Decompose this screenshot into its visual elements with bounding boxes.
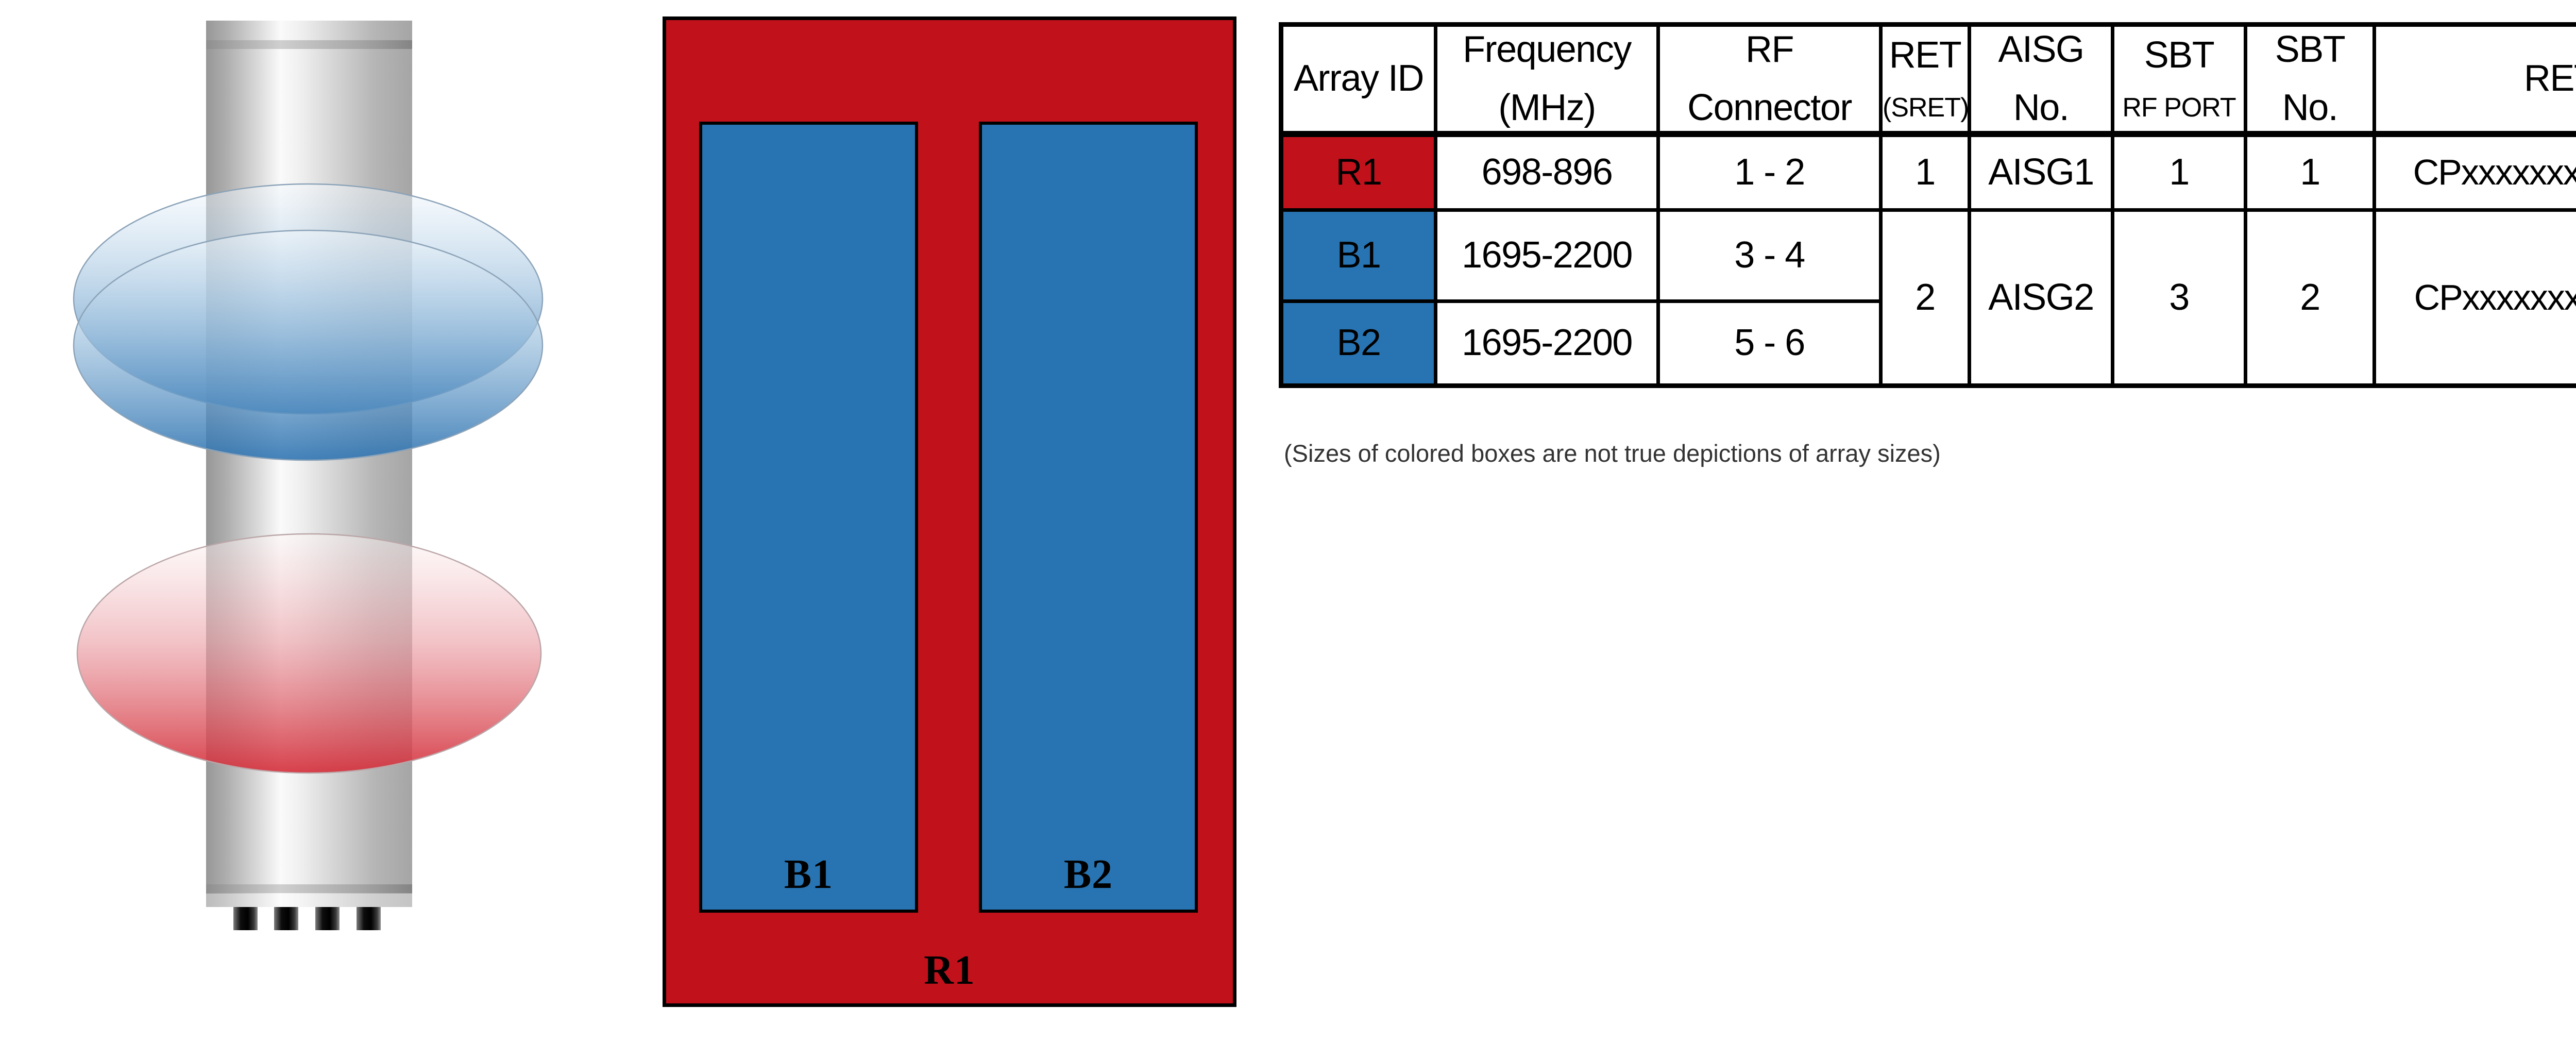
header-sbt-port-line1: SBT: [2144, 34, 2215, 76]
header-aisg-no: AISG No.: [1968, 23, 2114, 137]
array-box-b1: B1: [699, 122, 918, 913]
antenna-connector-pin: [357, 907, 381, 930]
cell-r1-aisg: AISG1: [1968, 132, 2114, 212]
cell-b-merged-aisg: AISG2: [1968, 208, 2114, 388]
cell-b1-connector: 3 - 4: [1656, 208, 1883, 303]
cell-b2-frequency: 1695-2200: [1434, 299, 1660, 388]
header-sbt-no: SBT No.: [2244, 23, 2376, 137]
cell-r1-id: R1: [1279, 132, 1437, 212]
cell-b-merged-sbt-no: 2: [2244, 208, 2376, 388]
table-row-b2: B2 1695-2200 5 - 6: [1279, 299, 2576, 388]
cell-b2-id: B2: [1279, 299, 1437, 388]
cell-r1-connector: 1 - 2: [1656, 132, 1883, 212]
antenna-bottom-cap-highlight: [206, 894, 412, 907]
antenna-connector-pin: [274, 907, 298, 930]
header-ret-uid-label: RET UID: [2523, 58, 2576, 99]
header-rf-line2: Connector: [1687, 87, 1852, 128]
header-ret-uid: RET UID: [2372, 23, 2576, 137]
header-ret-sret: RET (SRET): [1879, 23, 1971, 137]
header-sbt-rf-port: SBT RF PORT: [2111, 23, 2247, 137]
array-box-b1-label: B1: [784, 852, 834, 897]
array-spec-table: Array ID Frequency (MHz) RF Connector RE…: [1279, 22, 2576, 388]
header-array-id: Array ID: [1279, 23, 1437, 137]
cell-r1-sbt-no: 1: [2244, 132, 2376, 212]
cell-r1-sbt-port: 1: [2111, 132, 2247, 212]
array-outline-r1-label: R1: [924, 948, 975, 993]
table-row-b1: B1 1695-2200 3 - 4 2 AISG2 3 2 CPxxxxxxx…: [1279, 208, 2576, 388]
cell-b-merged-ret: 2: [1879, 208, 1971, 388]
array-box-b2-label: B2: [1063, 852, 1113, 897]
array-spec-table-grid: Array ID Frequency (MHz) RF Connector RE…: [1279, 22, 2576, 388]
size-disclaimer-note: (Sizes of colored boxes are not true dep…: [1284, 440, 1941, 467]
header-sbt-no-line2: No.: [2282, 87, 2338, 128]
header-frequency-line1: Frequency: [1463, 28, 1632, 70]
header-aisg-line1: AISG: [1998, 28, 2084, 70]
array-outline-r1: B1 B2 R1: [663, 16, 1236, 1007]
antenna-illustration: [73, 21, 544, 930]
red-beam: [76, 533, 542, 774]
antenna-top-seam: [206, 40, 412, 49]
cell-b-merged-ret-uid: CPxxxxxxxxxxxxxxxxB1: [2372, 208, 2576, 388]
cell-r1-frequency: 698-896: [1434, 132, 1660, 212]
antenna-connector-pin: [315, 907, 340, 930]
antenna-connector-pin: [233, 907, 258, 930]
header-sbt-port-line2: RF PORT: [2122, 92, 2236, 123]
header-rf-connector: RF Connector: [1656, 23, 1883, 137]
array-box-b2: B2: [979, 122, 1198, 913]
header-array-id-label: Array ID: [1293, 58, 1425, 99]
header-sbt-no-line1: SBT: [2275, 28, 2346, 70]
cell-r1-ret: 1: [1879, 132, 1971, 212]
cell-b1-id: B1: [1279, 208, 1437, 303]
header-aisg-line2: No.: [2013, 87, 2070, 128]
antenna-cylinder: [206, 21, 412, 907]
cell-b-merged-sbt-port: 3: [2111, 208, 2247, 388]
header-rf-line1: RF: [1745, 28, 1794, 70]
table-header-row: Array ID Frequency (MHz) RF Connector RE…: [1279, 23, 2576, 137]
header-frequency: Frequency (MHz): [1434, 23, 1660, 137]
header-frequency-line2: (MHz): [1498, 87, 1596, 128]
cell-b2-connector: 5 - 6: [1656, 299, 1883, 388]
header-ret-line2: (SRET): [1883, 92, 1969, 123]
antenna-bottom-seam: [206, 884, 412, 893]
header-ret-line1: RET: [1889, 34, 1962, 76]
cell-r1-ret-uid: CPxxxxxxxxxxxxxxxxR1: [2372, 132, 2576, 212]
cell-b1-frequency: 1695-2200: [1434, 208, 1660, 303]
table-row-r1: R1 698-896 1 - 2 1 AISG1 1 1 CPxxxxxxxxx…: [1279, 132, 2576, 212]
blue-beam-lower: [73, 229, 544, 461]
